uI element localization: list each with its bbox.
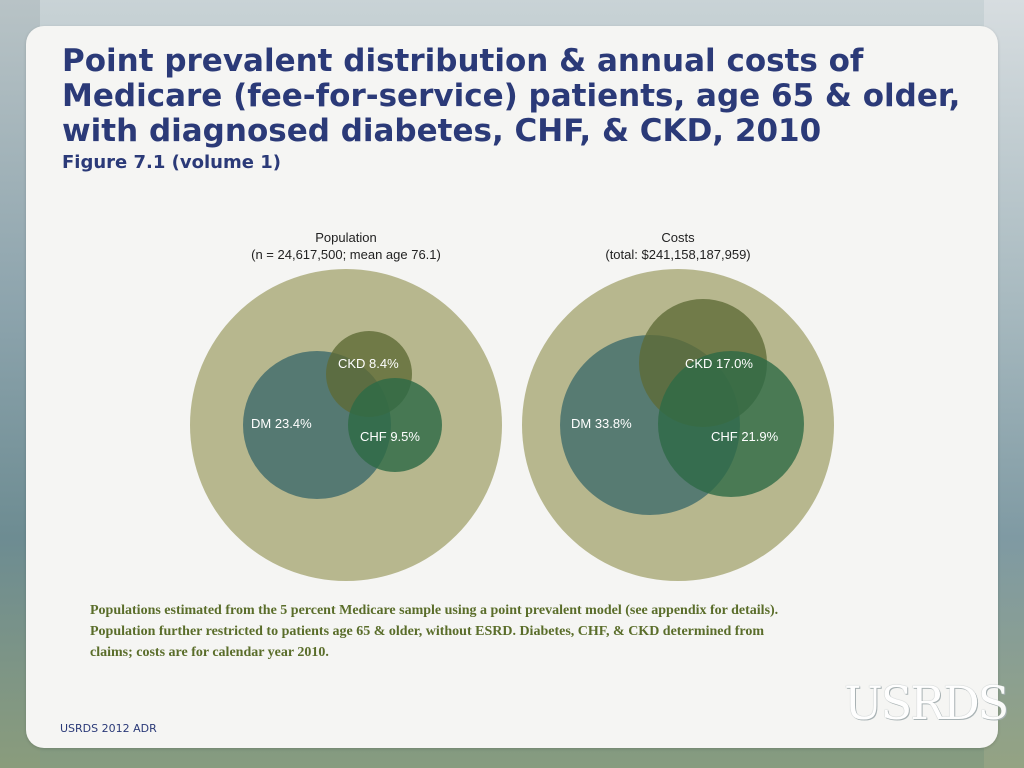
population-ckd-label: CKD 8.4% (338, 356, 399, 371)
costs-chf-label: CHF 21.9% (711, 429, 779, 444)
population-dm-label: DM 23.4% (251, 416, 312, 431)
venn-diagrams (190, 269, 834, 581)
costs-title: Costs (661, 230, 695, 245)
costs-venn (522, 269, 834, 581)
figure-subtitle: Figure 7.1 (volume 1) (62, 152, 281, 173)
population-chf-label: CHF 9.5% (360, 429, 420, 444)
costs-panel-header: Costs (total: $241,158,187,959) (518, 229, 838, 263)
usrds-logo: USRDS (844, 676, 1009, 730)
footer-source: USRDS 2012 ADR (60, 722, 157, 735)
population-subtitle: (n = 24,617,500; mean age 76.1) (251, 247, 441, 262)
population-chf-circle (348, 378, 442, 472)
costs-dm-label: DM 33.8% (571, 416, 632, 431)
costs-ckd-label: CKD 17.0% (685, 356, 753, 371)
costs-chf-circle (658, 351, 804, 497)
costs-subtitle: (total: $241,158,187,959) (605, 247, 751, 262)
population-panel-header: Population (n = 24,617,500; mean age 76.… (186, 229, 506, 263)
figure-note: Populations estimated from the 5 percent… (90, 603, 779, 660)
population-title: Population (315, 230, 377, 245)
slide-card: Point prevalent distribution & annual co… (26, 26, 1009, 748)
slide-title: Point prevalent distribution & annual co… (62, 43, 961, 149)
population-venn (190, 269, 502, 581)
